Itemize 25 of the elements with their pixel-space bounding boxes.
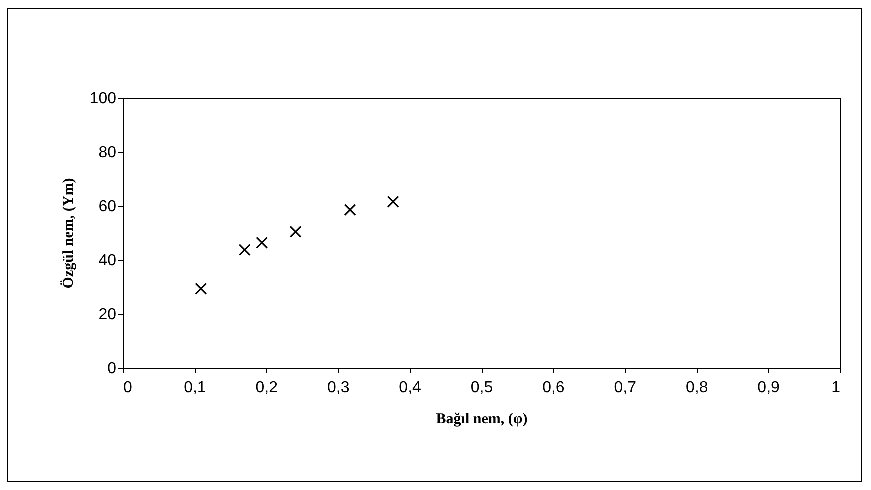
x-tick-label: 0,3 bbox=[327, 380, 350, 396]
y-tick-label: 20 bbox=[98, 306, 117, 324]
x-axis-title: Bağıl nem, (φ) bbox=[436, 412, 528, 428]
y-tick-label: 60 bbox=[98, 198, 117, 216]
x-tick-label: 0,6 bbox=[542, 380, 565, 396]
x-tick-label: 0,9 bbox=[758, 380, 780, 396]
point bbox=[387, 196, 400, 208]
point bbox=[256, 236, 268, 250]
point bbox=[195, 282, 208, 295]
point bbox=[344, 204, 356, 216]
x-tick-label: 0,7 bbox=[614, 380, 637, 396]
y-tick-label: 100 bbox=[90, 90, 117, 108]
y-tick-label: 80 bbox=[98, 144, 117, 162]
x-tick-label: 0,4 bbox=[399, 380, 422, 396]
x-tick-label: 0,8 bbox=[686, 380, 708, 396]
x-tick-label: 1 bbox=[832, 380, 841, 396]
point bbox=[290, 226, 302, 238]
x-tick-label: 0 bbox=[124, 380, 132, 396]
point bbox=[238, 244, 251, 256]
y-tick-label: 0 bbox=[108, 360, 117, 378]
y-axis-title: Özgül nem, (Ym) bbox=[60, 178, 77, 289]
x-tick-label: 0,1 bbox=[184, 380, 206, 396]
x-tick-label: 0,5 bbox=[470, 380, 494, 396]
x-tick-label: 0,2 bbox=[256, 380, 278, 396]
y-tick-label: 40 bbox=[98, 252, 117, 270]
